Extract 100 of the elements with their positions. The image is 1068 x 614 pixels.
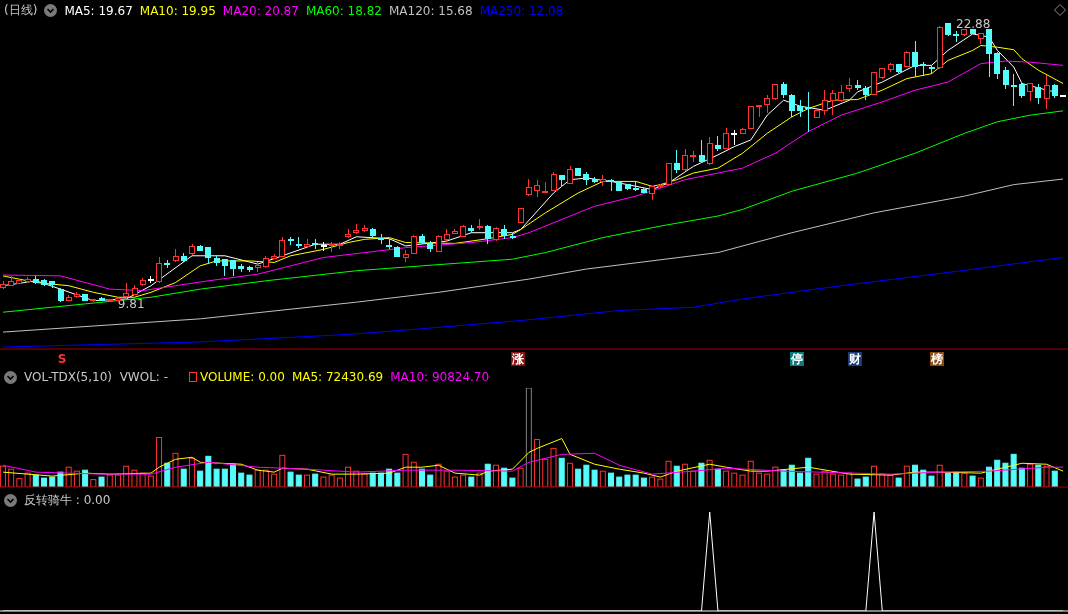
bar <box>706 459 713 487</box>
bar <box>731 472 738 487</box>
bar <box>394 472 401 487</box>
bar <box>156 437 163 487</box>
bar <box>197 470 204 487</box>
bar <box>558 457 565 487</box>
bar <box>1043 465 1050 487</box>
bar <box>575 468 582 487</box>
bar <box>657 478 664 487</box>
candlestick <box>1002 66 1009 90</box>
bar <box>287 471 294 487</box>
text: 停 <box>790 352 804 366</box>
bar <box>977 477 984 487</box>
candlestick <box>862 85 869 101</box>
bar <box>271 473 278 487</box>
bar <box>435 463 442 487</box>
text: MA120: 15.68 <box>388 3 473 18</box>
bar <box>534 438 541 487</box>
bar <box>632 474 639 487</box>
bar <box>295 474 302 487</box>
candlestick <box>829 89 836 116</box>
bar <box>887 474 894 487</box>
bar <box>1010 453 1017 487</box>
candlestick <box>378 233 385 245</box>
bar <box>41 477 48 487</box>
candlestick <box>386 238 393 250</box>
text: MA5: 72430.69 <box>291 370 384 384</box>
bar <box>525 388 532 487</box>
bar <box>961 472 968 487</box>
bar <box>895 477 902 487</box>
bar <box>755 472 762 487</box>
bar <box>172 452 179 487</box>
bar <box>238 472 245 487</box>
bar <box>854 478 861 487</box>
chart-title: VOL-TDX(5,10) VWOL: - <box>24 370 169 384</box>
text: MA60: 18.82 <box>305 3 382 18</box>
candlestick <box>32 275 39 283</box>
bar <box>829 473 836 487</box>
candlestick <box>74 291 80 297</box>
bar <box>969 475 976 487</box>
chart-title: 反转骑牛 : 0.00 <box>24 492 111 509</box>
candlestick <box>1051 83 1058 99</box>
bar <box>1027 463 1034 487</box>
candlestick <box>1018 81 1025 99</box>
legend-label: VOLUME: 0.00 <box>199 370 285 384</box>
bar <box>221 468 228 487</box>
bar <box>188 457 195 487</box>
candlestick <box>123 282 130 298</box>
text: MA20: 20.87 <box>222 3 299 18</box>
text: MA10: 19.95 <box>139 3 216 18</box>
bar <box>928 475 935 487</box>
bar <box>698 462 705 487</box>
text: MA10: 90824.70 <box>390 370 490 384</box>
text: MA250: 12.08 <box>479 3 564 18</box>
candlestick <box>994 52 1001 80</box>
candlestick <box>295 236 302 249</box>
text: MA5: 19.67 <box>64 3 133 18</box>
bar <box>608 472 615 487</box>
bar <box>106 474 113 487</box>
bar <box>517 467 524 487</box>
bar <box>509 477 516 487</box>
bar <box>443 470 450 487</box>
bar <box>616 476 623 487</box>
bar <box>377 472 384 487</box>
bar <box>468 476 475 487</box>
candlestick <box>525 178 532 197</box>
candlestick <box>805 91 812 133</box>
candlestick <box>1043 74 1050 110</box>
bar <box>838 474 845 487</box>
candlestick <box>714 135 721 152</box>
candlestick <box>673 149 680 174</box>
bar <box>550 447 557 487</box>
candlestick <box>147 275 154 284</box>
candlestick <box>788 93 795 118</box>
candlestick <box>1010 73 1017 107</box>
text: 涨 <box>511 352 525 366</box>
candlestick <box>599 174 606 187</box>
bar <box>312 473 319 487</box>
candlestick <box>402 249 409 263</box>
bar <box>180 468 187 487</box>
bar <box>780 469 787 487</box>
bar <box>797 472 804 487</box>
candlestick <box>706 136 713 164</box>
bar <box>862 476 869 487</box>
candlestick <box>419 233 426 244</box>
candlestick <box>41 278 48 287</box>
bar <box>246 474 253 487</box>
bar <box>739 474 746 487</box>
bar <box>764 473 771 487</box>
bar <box>542 458 549 487</box>
bar <box>402 453 409 487</box>
bar <box>624 474 631 487</box>
bar <box>813 473 820 487</box>
bar <box>723 470 730 487</box>
annotation: 22.88 <box>956 16 991 31</box>
candlestick <box>24 276 31 283</box>
candlestick <box>304 238 311 248</box>
chart-title: (日线) <box>4 2 38 19</box>
bar <box>649 476 656 487</box>
bar <box>451 476 458 487</box>
